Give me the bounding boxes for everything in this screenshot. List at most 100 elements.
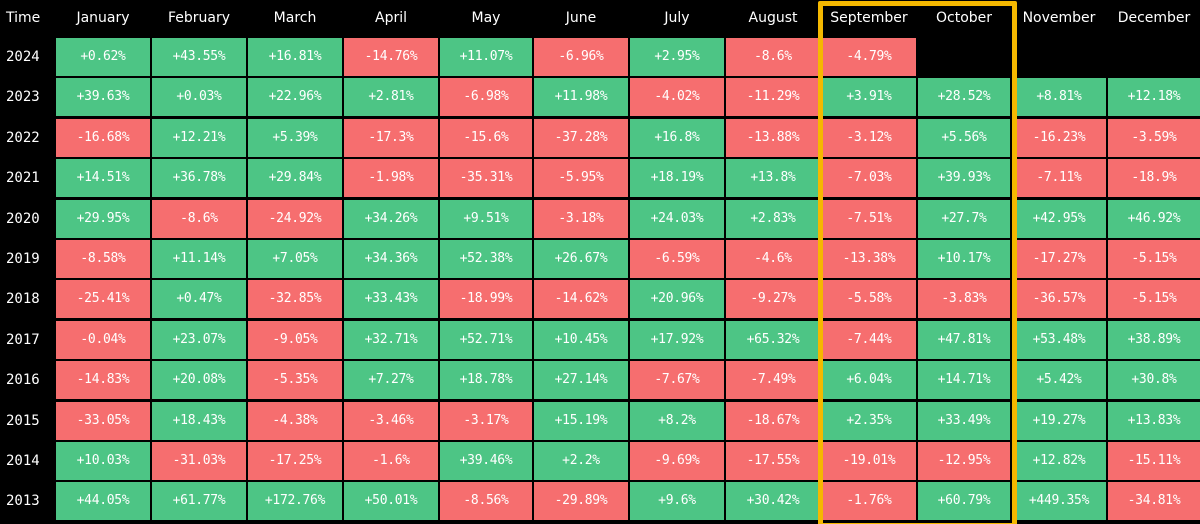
- cell-2020-march: -24.92%: [248, 199, 342, 238]
- cell-2019-november: -17.27%: [1012, 240, 1106, 278]
- cell-2022-december: -3.59%: [1108, 118, 1200, 157]
- column-header-july: July: [664, 10, 690, 26]
- cell-2021-may: -35.31%: [440, 159, 532, 198]
- cell-2013-november: +449.35%: [1012, 482, 1106, 521]
- cell-2017-july: +17.92%: [630, 320, 724, 359]
- cell-2022-july: +16.8%: [630, 118, 724, 157]
- cell-2014-march: -17.25%: [248, 442, 342, 480]
- cell-2013-march: +172.76%: [248, 482, 342, 521]
- cell-2020-april: +34.26%: [344, 199, 438, 238]
- cell-2018-august: -9.27%: [726, 280, 820, 319]
- cell-2014-january: +10.03%: [56, 442, 150, 480]
- cell-2021-july: +18.19%: [630, 159, 724, 198]
- cell-2024-march: +16.81%: [248, 38, 342, 76]
- column-header-time: Time: [6, 10, 41, 26]
- cell-2019-june: +26.67%: [534, 240, 628, 278]
- cell-2022-april: -17.3%: [344, 118, 438, 157]
- cell-2019-december: -5.15%: [1108, 240, 1200, 278]
- cell-2013-october: +60.79%: [918, 482, 1010, 521]
- cell-2024-april: -14.76%: [344, 38, 438, 76]
- cell-2018-february: +0.47%: [152, 280, 246, 319]
- cell-2024-may: +11.07%: [440, 38, 532, 76]
- column-header-march: March: [273, 10, 317, 26]
- cell-2015-april: -3.46%: [344, 401, 438, 440]
- cell-2016-september: +6.04%: [822, 361, 916, 400]
- cell-2014-july: -9.69%: [630, 442, 724, 480]
- year-label-2013: 2013: [6, 493, 40, 510]
- cell-2014-april: -1.6%: [344, 442, 438, 480]
- cell-2018-june: -14.62%: [534, 280, 628, 319]
- cell-2016-april: +7.27%: [344, 361, 438, 400]
- cell-2019-august: -4.6%: [726, 240, 820, 278]
- cell-2020-january: +29.95%: [56, 199, 150, 238]
- cell-2023-may: -6.98%: [440, 78, 532, 117]
- cell-2015-may: -3.17%: [440, 401, 532, 440]
- cell-2023-november: +8.81%: [1012, 78, 1106, 117]
- cell-2020-december: +46.92%: [1108, 199, 1200, 238]
- cell-2023-august: -11.29%: [726, 78, 820, 117]
- year-label-2015: 2015: [6, 412, 40, 429]
- cell-2024-june: -6.96%: [534, 38, 628, 76]
- column-header-august: August: [748, 10, 798, 26]
- cell-2015-september: +2.35%: [822, 401, 916, 440]
- cell-2013-april: +50.01%: [344, 482, 438, 521]
- year-label-2017: 2017: [6, 331, 40, 348]
- cell-2020-october: +27.7%: [918, 199, 1010, 238]
- cell-2022-february: +12.21%: [152, 118, 246, 157]
- cell-2016-may: +18.78%: [440, 361, 532, 400]
- cell-2018-april: +33.43%: [344, 280, 438, 319]
- year-label-2014: 2014: [6, 453, 40, 469]
- year-label-2016: 2016: [6, 372, 40, 389]
- cell-2016-december: +30.8%: [1108, 361, 1200, 400]
- year-label-2020: 2020: [6, 210, 40, 227]
- cell-2021-june: -5.95%: [534, 159, 628, 198]
- cell-2014-august: -17.55%: [726, 442, 820, 480]
- cell-2017-june: +10.45%: [534, 320, 628, 359]
- cell-2020-may: +9.51%: [440, 199, 532, 238]
- cell-2021-august: +13.8%: [726, 159, 820, 198]
- cell-2019-april: +34.36%: [344, 240, 438, 278]
- cell-2014-october: -12.95%: [918, 442, 1010, 480]
- cell-2015-july: +8.2%: [630, 401, 724, 440]
- cell-2023-march: +22.96%: [248, 78, 342, 117]
- cell-2022-november: -16.23%: [1012, 118, 1106, 157]
- cell-2021-november: -7.11%: [1012, 159, 1106, 198]
- column-header-january: January: [76, 10, 130, 26]
- cell-2018-september: -5.58%: [822, 280, 916, 319]
- column-header-february: February: [167, 10, 231, 26]
- cell-2022-march: +5.39%: [248, 118, 342, 157]
- cell-2015-october: +33.49%: [918, 401, 1010, 440]
- cell-2023-june: +11.98%: [534, 78, 628, 117]
- cell-2013-september: -1.76%: [822, 482, 916, 521]
- cell-2015-june: +15.19%: [534, 401, 628, 440]
- column-header-october: October: [935, 10, 993, 26]
- cell-2024-august: -8.6%: [726, 38, 820, 76]
- cell-2023-december: +12.18%: [1108, 78, 1200, 117]
- cell-2020-june: -3.18%: [534, 199, 628, 238]
- cell-2023-april: +2.81%: [344, 78, 438, 117]
- column-header-may: May: [471, 10, 501, 26]
- cell-2015-november: +19.27%: [1012, 401, 1106, 440]
- cell-2014-june: +2.2%: [534, 442, 628, 480]
- cell-2020-september: -7.51%: [822, 199, 916, 238]
- cell-2017-october: +47.81%: [918, 320, 1010, 359]
- cell-2019-september: -13.38%: [822, 240, 916, 278]
- column-header-november: November: [1022, 10, 1096, 26]
- column-header-december: December: [1117, 10, 1191, 26]
- cell-2019-january: -8.58%: [56, 240, 150, 278]
- cell-2020-november: +42.95%: [1012, 199, 1106, 238]
- cell-2019-march: +7.05%: [248, 240, 342, 278]
- cell-2019-october: +10.17%: [918, 240, 1010, 278]
- cell-2021-january: +14.51%: [56, 159, 150, 198]
- cell-2018-march: -32.85%: [248, 280, 342, 319]
- cell-2021-september: -7.03%: [822, 159, 916, 198]
- cell-2016-february: +20.08%: [152, 361, 246, 400]
- cell-2017-may: +52.71%: [440, 320, 532, 359]
- cell-2017-february: +23.07%: [152, 320, 246, 359]
- cell-2022-january: -16.68%: [56, 118, 150, 157]
- cell-2023-january: +39.63%: [56, 78, 150, 117]
- cell-2015-january: -33.05%: [56, 401, 150, 440]
- cell-2015-february: +18.43%: [152, 401, 246, 440]
- cell-2021-april: -1.98%: [344, 159, 438, 198]
- cell-2022-june: -37.28%: [534, 118, 628, 157]
